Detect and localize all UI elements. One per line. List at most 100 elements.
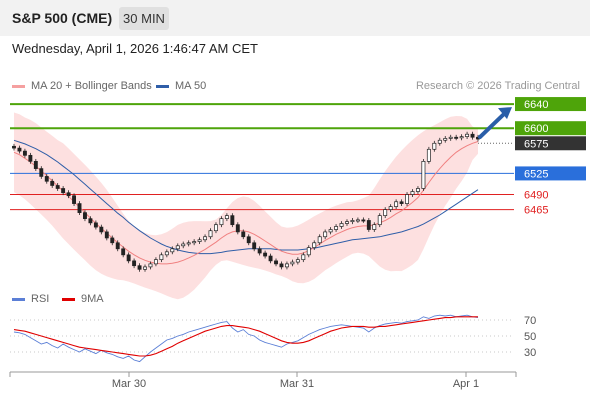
candle-body: [361, 219, 366, 222]
forecast-arrow-head: [498, 107, 512, 120]
candle-body: [350, 220, 355, 223]
candle-body: [159, 254, 164, 261]
candle-body: [28, 154, 33, 162]
level-label-6600: 6600: [524, 123, 548, 135]
candle-body: [443, 138, 448, 141]
candle-body: [153, 259, 158, 265]
candle-body: [143, 266, 147, 270]
candle-body: [366, 220, 371, 230]
candle-body: [83, 212, 87, 220]
candle-body: [345, 221, 349, 224]
candle-body: [246, 236, 251, 244]
candle-body: [50, 180, 55, 186]
candle-body: [268, 255, 273, 262]
candle-body: [437, 139, 442, 144]
candle-body: [208, 230, 213, 238]
level-label-6490: 6490: [524, 190, 548, 202]
legend-ma50: MA 50: [156, 80, 206, 92]
candle-body: [148, 263, 153, 268]
level-label-6465: 6465: [524, 205, 548, 217]
candle-body: [137, 265, 142, 270]
candle-body: [290, 261, 295, 265]
candle-body: [328, 229, 333, 233]
candle-body: [388, 206, 393, 210]
candle-body: [323, 231, 328, 238]
candle-body: [279, 263, 284, 268]
forecast-arrow-shaft: [478, 110, 508, 140]
candle-body: [66, 192, 71, 197]
candle-body: [214, 224, 218, 232]
legend-9ma: 9MA: [62, 293, 104, 305]
candle-body: [219, 218, 224, 226]
candle-body: [377, 215, 382, 226]
candle-body: [284, 263, 289, 268]
candle-body: [175, 245, 180, 250]
candle-body: [132, 260, 137, 267]
candle-body: [44, 176, 49, 182]
candle-body: [39, 168, 44, 177]
candle-body: [459, 136, 464, 139]
candle-body: [126, 254, 131, 262]
candle-body: [164, 251, 169, 256]
candle-body: [274, 260, 278, 265]
rsi-9ma-line: [13, 316, 478, 357]
candle-body: [12, 145, 16, 149]
candle-body: [426, 148, 431, 162]
candle-body: [301, 254, 306, 261]
candle-body: [181, 243, 186, 247]
candle-body: [197, 239, 202, 242]
candle-body: [448, 136, 453, 139]
rsi-swatch: [12, 297, 25, 301]
instrument-title: S&P 500 (CME): [12, 10, 113, 26]
legend-ma20: MA 20 + Bollinger Bands: [12, 80, 152, 92]
candle-body: [241, 231, 246, 238]
candle-body: [263, 252, 268, 257]
candle-body: [355, 219, 360, 222]
candle-body: [203, 236, 208, 241]
candle-body: [317, 236, 322, 244]
candle-body: [295, 259, 300, 263]
level-tag-6525: [515, 166, 586, 181]
ma9-label: 9MA: [81, 293, 104, 305]
timeframe-button[interactable]: 30 MIN: [119, 7, 169, 30]
candle-body: [257, 248, 262, 254]
x-tick-label: Apr 1: [453, 378, 479, 390]
candle-body: [88, 218, 93, 224]
candle-body: [470, 133, 475, 138]
candle-body: [22, 150, 27, 156]
candle-body: [121, 248, 126, 256]
candle-body: [394, 201, 399, 207]
level-tag-6600: [515, 121, 586, 136]
candle-body: [72, 195, 76, 204]
candle-body: [99, 226, 104, 233]
candle-body: [230, 215, 235, 226]
candle-body: [339, 223, 344, 227]
last-price-label: 6575: [524, 138, 548, 150]
candle-body: [61, 188, 66, 194]
candle-body: [170, 248, 175, 253]
header-bar: S&P 500 (CME) 30 MIN: [0, 0, 590, 36]
candle-body: [235, 224, 240, 233]
candle-body: [416, 188, 420, 192]
legend-rsi: RSI: [12, 293, 49, 305]
candle-body: [77, 203, 82, 213]
candle-body: [372, 224, 377, 230]
candle-body: [306, 247, 311, 256]
level-label-6640: 6640: [524, 99, 548, 111]
candle-body: [432, 142, 437, 150]
candle-body: [17, 147, 22, 152]
rsi-line: [13, 314, 479, 363]
candle-body: [334, 226, 339, 230]
ma50-swatch: [156, 84, 169, 88]
rsi-tick-30: 30: [524, 347, 536, 359]
candle-body: [399, 201, 404, 204]
candle-body: [93, 222, 98, 228]
ma9-swatch: [62, 297, 75, 301]
x-tick-label: Mar 30: [112, 378, 146, 390]
level-tag-6640: [515, 97, 586, 112]
candle-body: [454, 136, 459, 139]
candle-body: [383, 209, 388, 216]
candle-body: [186, 242, 191, 245]
rsi-tick-70: 70: [524, 315, 536, 327]
